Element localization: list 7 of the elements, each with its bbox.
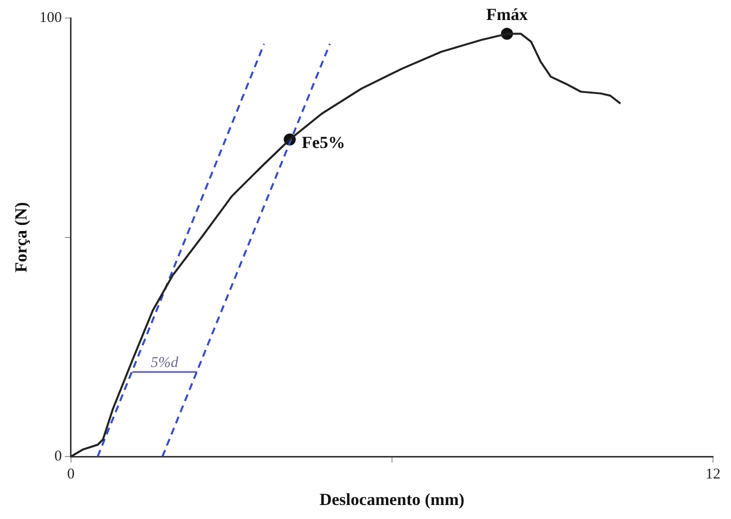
x-tick-label: 12 [706, 466, 720, 483]
annotation: Fe5% [302, 132, 346, 152]
annotation: 5%d [150, 354, 179, 371]
y-axis-title: Força (N) [12, 202, 31, 272]
y-tick-label: 100 [39, 10, 62, 26]
annotation: Fmáx [486, 5, 528, 24]
x-axis-title: Deslocamento (mm) [319, 490, 464, 510]
